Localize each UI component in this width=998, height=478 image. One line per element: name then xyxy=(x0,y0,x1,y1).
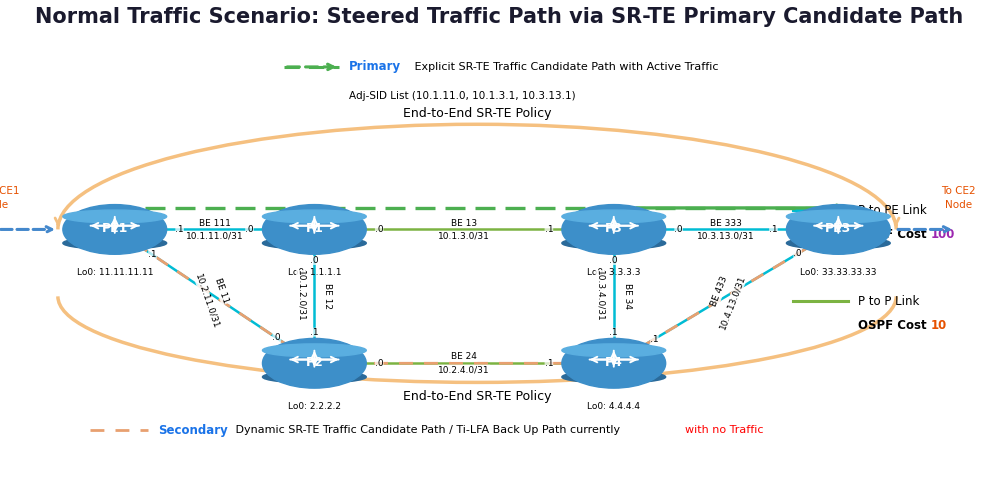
Text: Lo0: 2.2.2.2: Lo0: 2.2.2.2 xyxy=(287,402,341,411)
Text: .0: .0 xyxy=(272,334,281,343)
Ellipse shape xyxy=(63,237,167,250)
Text: Adj-SID List (10.1.11.0, 10.1.3.1, 10.3.13.1): Adj-SID List (10.1.11.0, 10.1.3.1, 10.3.… xyxy=(349,91,576,100)
Text: P2: P2 xyxy=(305,356,323,369)
Text: Lo0: 3.3.3.3: Lo0: 3.3.3.3 xyxy=(587,268,641,277)
Text: PE3: PE3 xyxy=(825,222,851,235)
Circle shape xyxy=(562,205,666,254)
Text: OSPF Cost: OSPF Cost xyxy=(858,318,931,332)
Text: 10: 10 xyxy=(931,318,947,332)
Text: .0: .0 xyxy=(246,225,253,234)
Text: .1: .1 xyxy=(310,328,318,337)
Ellipse shape xyxy=(562,237,666,250)
Ellipse shape xyxy=(262,237,366,250)
Text: 10.3.4.0/31: 10.3.4.0/31 xyxy=(596,271,605,322)
Text: End-to-End SR-TE Policy: End-to-End SR-TE Policy xyxy=(403,390,551,402)
Text: .0: .0 xyxy=(610,256,618,265)
Ellipse shape xyxy=(262,344,366,357)
Text: 10.4.13.0/31: 10.4.13.0/31 xyxy=(719,273,748,330)
Text: Lo0: 1.1.1.1: Lo0: 1.1.1.1 xyxy=(287,268,341,277)
Circle shape xyxy=(63,205,167,254)
Text: P3: P3 xyxy=(605,222,623,235)
Text: .0: .0 xyxy=(675,225,683,234)
Text: .1: .1 xyxy=(545,359,553,368)
Text: BE 333: BE 333 xyxy=(711,218,742,228)
Circle shape xyxy=(262,338,366,388)
Text: .0: .0 xyxy=(375,359,383,368)
Circle shape xyxy=(786,205,890,254)
Text: BE 12: BE 12 xyxy=(323,283,332,309)
Text: 10.2.11.0/31: 10.2.11.0/31 xyxy=(194,273,221,330)
Text: Secondary: Secondary xyxy=(158,424,228,437)
Text: P to P Link: P to P Link xyxy=(858,294,919,308)
Text: with no Traffic: with no Traffic xyxy=(685,425,763,435)
Text: .0: .0 xyxy=(793,249,802,258)
Text: P4: P4 xyxy=(605,356,623,369)
Text: 10.3.13.0/31: 10.3.13.0/31 xyxy=(698,231,754,240)
Text: Lo0: 4.4.4.4: Lo0: 4.4.4.4 xyxy=(587,402,641,411)
Text: Dynamic SR-TE Traffic Candidate Path / Ti-LFA Back Up Path currently: Dynamic SR-TE Traffic Candidate Path / T… xyxy=(232,425,623,435)
Ellipse shape xyxy=(786,210,890,223)
Text: BE 13: BE 13 xyxy=(451,218,477,228)
Text: To CE2: To CE2 xyxy=(941,186,975,196)
Text: From CE1: From CE1 xyxy=(0,186,20,196)
Ellipse shape xyxy=(562,210,666,223)
Ellipse shape xyxy=(262,210,366,223)
Text: .1: .1 xyxy=(650,335,659,344)
Text: Normal Traffic Scenario: Steered Traffic Path via SR-TE Primary Candidate Path: Normal Traffic Scenario: Steered Traffic… xyxy=(35,7,963,27)
Text: .1: .1 xyxy=(545,225,553,234)
Ellipse shape xyxy=(562,371,666,383)
Text: .1: .1 xyxy=(176,225,184,234)
Text: 10.1.11.0/31: 10.1.11.0/31 xyxy=(186,231,244,240)
Text: 10.1.2.0/31: 10.1.2.0/31 xyxy=(296,271,305,322)
Text: PE1: PE1 xyxy=(102,222,128,235)
Text: Node: Node xyxy=(0,200,9,210)
Text: End-to-End SR-TE Policy: End-to-End SR-TE Policy xyxy=(403,107,551,120)
Text: Primary: Primary xyxy=(349,60,401,74)
Ellipse shape xyxy=(262,371,366,383)
Text: Explicit SR-TE Traffic Candidate Path with Active Traffic: Explicit SR-TE Traffic Candidate Path wi… xyxy=(411,62,719,72)
Text: .1: .1 xyxy=(769,225,777,234)
Text: .0: .0 xyxy=(375,225,383,234)
Text: BE 111: BE 111 xyxy=(199,218,231,228)
Text: OSPF Cost: OSPF Cost xyxy=(858,228,931,241)
Text: .1: .1 xyxy=(148,250,157,259)
Text: BE 34: BE 34 xyxy=(623,283,632,309)
Text: BE 11: BE 11 xyxy=(214,277,231,305)
Text: Lo0: 11.11.11.11: Lo0: 11.11.11.11 xyxy=(77,268,153,277)
Text: 10.2.4.0/31: 10.2.4.0/31 xyxy=(438,365,490,374)
Text: Node: Node xyxy=(944,200,972,210)
Text: 100: 100 xyxy=(931,228,955,241)
Text: Lo0: 33.33.33.33: Lo0: 33.33.33.33 xyxy=(800,268,876,277)
Circle shape xyxy=(262,205,366,254)
Text: P to PE Link: P to PE Link xyxy=(858,204,927,217)
Text: 10.1.3.0/31: 10.1.3.0/31 xyxy=(438,231,490,240)
Ellipse shape xyxy=(786,237,890,250)
Ellipse shape xyxy=(562,344,666,357)
Text: BE 433: BE 433 xyxy=(710,274,730,307)
Circle shape xyxy=(562,338,666,388)
Text: P1: P1 xyxy=(305,222,323,235)
Text: .0: .0 xyxy=(310,256,318,265)
Ellipse shape xyxy=(63,210,167,223)
Text: BE 24: BE 24 xyxy=(451,352,477,361)
Text: .1: .1 xyxy=(610,328,618,337)
